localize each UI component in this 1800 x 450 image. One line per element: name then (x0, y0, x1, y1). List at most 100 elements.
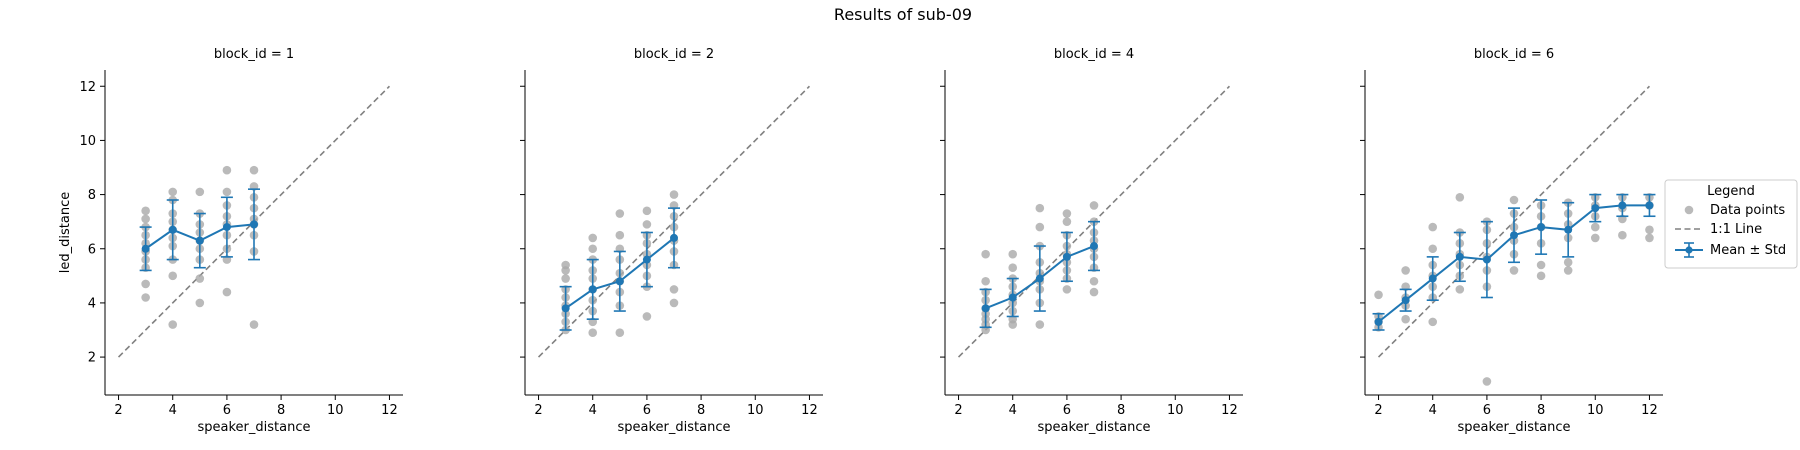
data-point (1008, 249, 1018, 259)
mean-marker (1401, 296, 1410, 305)
data-point (1563, 266, 1573, 275)
panel-4: block_id = 6 2 4 6 8 10 12 speaker_distance (1360, 47, 1663, 435)
mean-marker (1482, 255, 1491, 264)
data-point (588, 244, 598, 254)
data-point (195, 298, 205, 308)
data-point (141, 206, 150, 216)
x-tick-label: 10 (1587, 403, 1604, 418)
data-point (642, 206, 652, 216)
x-tick-label: 12 (381, 403, 398, 418)
data-point (1035, 320, 1045, 329)
data-point (195, 274, 205, 283)
data-point (222, 187, 232, 197)
data-point (1645, 225, 1654, 235)
data-point (1536, 260, 1546, 270)
data-point (1590, 222, 1600, 232)
data-point (1401, 314, 1410, 324)
data-point (1062, 285, 1072, 294)
x-tick-label: 4 (1429, 403, 1437, 418)
x-tick-label: 8 (1537, 403, 1545, 418)
data-point (1563, 257, 1573, 267)
data-point (1428, 317, 1438, 327)
mean-marker (1008, 293, 1017, 302)
legend-title: Legend (1707, 184, 1755, 199)
y-tick-label: 2 (88, 351, 96, 366)
x-tick-label: 4 (169, 403, 177, 418)
mean-marker (1062, 252, 1071, 261)
data-point (615, 209, 625, 218)
data-point (1455, 285, 1465, 294)
panel-title: block_id = 6 (1474, 47, 1554, 62)
legend-entry-label: 1:1 Line (1710, 222, 1762, 237)
mean-marker (1510, 231, 1518, 240)
data-point (1455, 192, 1465, 202)
mean-marker (1618, 201, 1627, 210)
mean-marker (1537, 223, 1546, 232)
data-point (249, 320, 259, 329)
data-point (669, 190, 679, 199)
panel-title: block_id = 2 (634, 47, 714, 62)
mean-marker (1035, 274, 1044, 283)
y-tick-label: 12 (79, 80, 96, 95)
data-point (1089, 276, 1099, 286)
x-tick-label: 6 (643, 403, 651, 418)
data-point (141, 214, 150, 224)
x-tick-label: 4 (1009, 403, 1017, 418)
data-point (1035, 203, 1045, 213)
x-tick-label: 10 (1167, 403, 1184, 418)
mean-marker (168, 225, 177, 234)
x-tick-label: 2 (954, 403, 962, 418)
x-tick-label: 6 (1483, 403, 1491, 418)
x-tick-label: 6 (223, 403, 231, 418)
x-tick-label: 2 (114, 403, 122, 418)
mean-marker (981, 304, 990, 313)
mean-marker (670, 233, 678, 242)
data-point (141, 279, 150, 289)
x-tick-label: 10 (327, 403, 344, 418)
legend-box (1664, 179, 1798, 269)
y-tick-label: 4 (88, 296, 96, 311)
mean-marker (141, 244, 150, 253)
x-axis-label: speaker_distance (618, 420, 731, 435)
data-point (249, 165, 259, 175)
x-tick-label: 2 (1374, 403, 1382, 418)
mean-marker (1645, 201, 1654, 210)
legend-data-points-marker (1684, 205, 1694, 215)
y-tick-label: 10 (79, 134, 96, 149)
mean-marker (642, 255, 651, 264)
data-point (1401, 266, 1410, 275)
data-point (588, 233, 598, 243)
x-tick-label: 4 (589, 403, 597, 418)
data-point (981, 249, 990, 259)
data-point (669, 285, 679, 294)
x-axis-label: speaker_distance (198, 420, 311, 435)
figure-title: Results of sub-09 (834, 5, 972, 24)
x-tick-label: 6 (1063, 403, 1071, 418)
x-tick-label: 12 (1221, 403, 1238, 418)
data-point (168, 320, 178, 329)
mean-marker (250, 220, 258, 229)
mean-marker (1428, 274, 1437, 283)
panel-title: block_id = 1 (214, 47, 294, 62)
legend-entry-label: Mean ± Std (1710, 243, 1786, 258)
data-point (1428, 244, 1438, 254)
x-axis-label: speaker_distance (1038, 420, 1151, 435)
data-point (195, 187, 205, 197)
mean-marker (561, 304, 570, 313)
data-point (1590, 233, 1600, 243)
x-tick-label: 10 (747, 403, 764, 418)
y-tick-label: 6 (88, 242, 96, 257)
data-point (141, 293, 150, 302)
data-point (1618, 230, 1627, 240)
data-point (1374, 290, 1383, 300)
data-point (1062, 209, 1072, 218)
x-tick-label: 12 (1641, 403, 1658, 418)
data-point (1035, 222, 1045, 232)
y-axis-label: led_distance (58, 192, 73, 273)
data-point (1062, 217, 1072, 226)
data-point (222, 165, 232, 175)
mean-marker (615, 277, 624, 286)
panel-2: block_id = 2 2 4 6 8 10 12 speaker_distance (520, 47, 823, 435)
legend-mean-marker (1685, 246, 1693, 254)
